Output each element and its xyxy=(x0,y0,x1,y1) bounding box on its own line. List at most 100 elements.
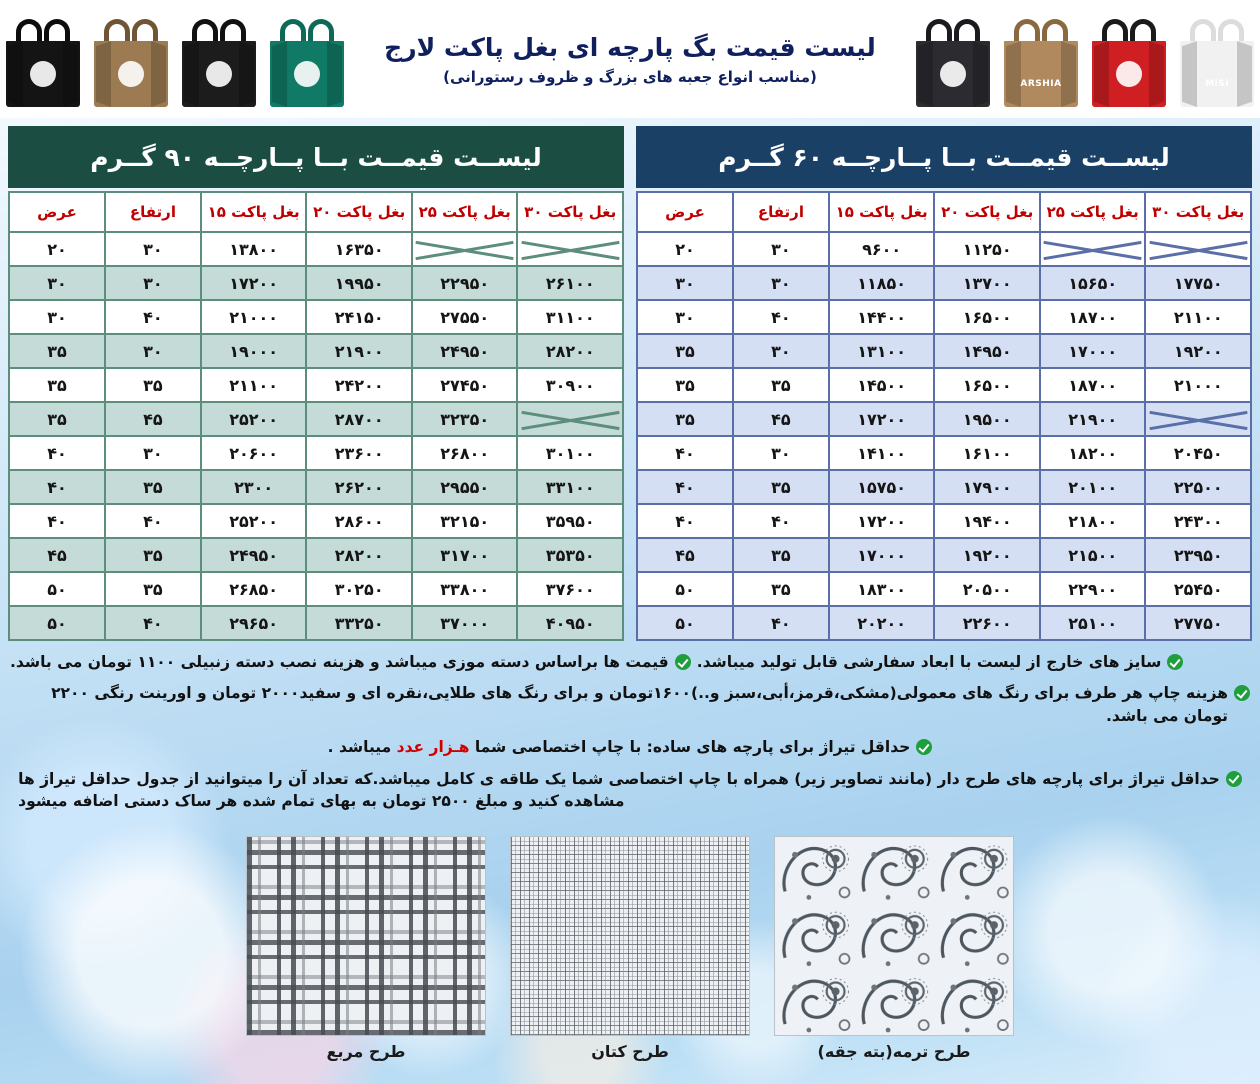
black-large-tote-bag xyxy=(914,19,992,107)
price-cell-p15: ۲۶۸۵۰ xyxy=(201,573,306,605)
column-header-1: بغل پاکت ۲۵ xyxy=(412,193,517,231)
price-cell-p20: ۲۲۶۰۰ xyxy=(935,607,1039,639)
price-cell-p25: ۱۸۷۰۰ xyxy=(1040,301,1145,333)
price-cell-p15: ۲۹۶۵۰ xyxy=(201,607,306,639)
table-row: ۳۱۱۰۰ ۲۷۵۵۰ ۲۴۱۵۰ ۲۱۰۰۰ ۴۰ ۳۰ xyxy=(10,301,622,333)
bag-side-panel xyxy=(8,41,23,107)
price-cell-p15: ۲۰۶۰۰ xyxy=(201,437,306,469)
swatch-caption: طرح مربع xyxy=(326,1041,406,1061)
white-misi-tote-bag: MiSi xyxy=(1178,19,1256,107)
dimension-cell-height: ۳۵ xyxy=(733,573,828,605)
dimension-cell-height: ۳۵ xyxy=(105,471,200,503)
price-cell-p30: ۲۶۱۰۰ xyxy=(518,267,622,299)
bag-side-panel xyxy=(973,41,988,107)
price-cell-p30: ۴۰۹۵۰ xyxy=(518,607,622,639)
note-2-text: هزینه چاپ هر طرف برای رنگ های معمولی(مشک… xyxy=(51,684,1228,725)
unavailable-cell xyxy=(518,403,622,435)
unavailable-cell xyxy=(1146,403,1250,435)
note-item-2: هزینه چاپ هر طرف برای رنگ های معمولی(مشک… xyxy=(10,682,1250,727)
price-cell-p15: ۱۳۱۰۰ xyxy=(829,335,934,367)
price-cell-p20: ۱۶۵۰۰ xyxy=(935,301,1039,333)
price-cell-p25: ۱۸۷۰۰ xyxy=(1040,369,1145,401)
bag-logo xyxy=(294,61,320,87)
price-cell-p25: ۲۵۱۰۰ xyxy=(1040,607,1145,639)
note-4-stack: حداقل تیراژ برای پارچه های طرح دار (مانن… xyxy=(18,768,1220,813)
price-cell-p30: ۳۵۳۵۰ xyxy=(518,539,622,571)
dimension-cell-height: ۳۰ xyxy=(733,233,828,265)
table-row: ۲۸۲۰۰ ۲۴۹۵۰ ۲۱۹۰۰ ۱۹۰۰۰ ۳۰ ۳۵ xyxy=(10,335,622,367)
fabric-swatches: طرح ترمه(بته جقه) طرح کتان طرح مربع xyxy=(0,824,1260,1067)
price-cell-p15: ۲۵۲۰۰ xyxy=(201,403,306,435)
unavailable-cell xyxy=(518,233,622,265)
note-1-left-text: قیمت ها براساس دسته موزی میباشد و هزینه … xyxy=(10,653,669,671)
bag-handle xyxy=(954,19,980,49)
table-row: ۳۵۳۵۰ ۳۱۷۰۰ ۲۸۲۰۰ ۲۴۹۵۰ ۳۵ ۴۵ xyxy=(10,539,622,571)
bag-side-panel xyxy=(1149,41,1164,107)
price-table-60g-heading: لیســت قیمــت بــا پــارچــه ۶۰ گــرم xyxy=(636,126,1252,188)
price-cell-p30: ۱۷۷۵۰ xyxy=(1146,267,1250,299)
price-cell-p20: ۲۱۹۰۰ xyxy=(307,335,411,367)
green-tote-bag xyxy=(268,19,346,107)
price-cell-p20: ۱۹۹۵۰ xyxy=(307,267,411,299)
dimension-cell-height: ۳۵ xyxy=(733,539,828,571)
bag-images-right: MiSi ARSHIA xyxy=(914,5,1256,113)
price-cell-p15: ۲۱۰۰۰ xyxy=(201,301,306,333)
dimension-cell-width: ۲۰ xyxy=(638,233,732,265)
black-printed-tote-bag xyxy=(180,19,258,107)
note-3-text: حداقل تیراژ برای پارچه های ساده: با چاپ … xyxy=(327,738,911,757)
table-row: ۳۵۹۵۰ ۳۲۱۵۰ ۲۸۶۰۰ ۲۵۲۰۰ ۴۰ ۴۰ xyxy=(10,505,622,537)
bag-body xyxy=(916,41,990,107)
plaid-pattern-image xyxy=(246,835,486,1036)
table-row: ۱۷۷۵۰ ۱۵۶۵۰ ۱۳۷۰۰ ۱۱۸۵۰ ۳۰ ۳۰ xyxy=(638,267,1250,299)
bag-side-panel xyxy=(272,41,287,107)
price-cell-p25: ۲۶۸۰۰ xyxy=(412,437,517,469)
price-cell-p15: ۱۵۷۵۰ xyxy=(829,471,934,503)
bag-logo xyxy=(940,61,966,87)
table-body: ۱۶۳۵۰ ۱۳۸۰۰ ۳۰ ۲۰ ۲۶۱۰۰ ۲۲۹۵۰ ۱۹۹۵۰ ۱۷۲۰۰ ۳۰ ۳۰ ۳۱… xyxy=(10,233,622,639)
linen-fabric-swatch: طرح کتان xyxy=(510,835,750,1061)
dimension-cell-width: ۴۰ xyxy=(638,505,732,537)
bag-handle xyxy=(192,19,218,49)
price-cell-p15: ۲۳۰۰ xyxy=(201,471,306,503)
column-header-3: بغل پاکت ۱۵ xyxy=(829,193,934,231)
linen-pattern-image xyxy=(510,835,750,1036)
page-title: لیست قیمت بگ پارچه ای بغل پاکت لارج xyxy=(384,33,876,63)
bag-handle xyxy=(1102,19,1128,49)
note-item-4: حداقل تیراژ برای پارچه های طرح دار (مانن… xyxy=(10,768,1250,813)
page-subtitle: (مناسب انواع جعبه های بزرگ و ظروف رستورا… xyxy=(443,67,817,86)
bag-logo xyxy=(30,61,56,87)
price-cell-p20: ۱۹۵۰۰ xyxy=(935,403,1039,435)
table-row: ۴۰۹۵۰ ۳۷۰۰۰ ۳۳۲۵۰ ۲۹۶۵۰ ۴۰ ۵۰ xyxy=(10,607,622,639)
price-cell-p20: ۱۶۳۵۰ xyxy=(307,233,411,265)
dimension-cell-height: ۳۰ xyxy=(105,267,200,299)
bag-handle xyxy=(132,19,158,49)
dimension-cell-width: ۴۰ xyxy=(638,471,732,503)
price-table-60g: بغل پاکت ۳۰ بغل پاکت ۲۵ بغل پاکت ۲۰ بغل پاک… xyxy=(636,191,1252,641)
price-cell-p15: ۱۴۵۰۰ xyxy=(829,369,934,401)
dimension-cell-width: ۵۰ xyxy=(638,607,732,639)
paisley-pattern-image xyxy=(774,835,1014,1036)
bag-side-panel xyxy=(1094,41,1109,107)
note-4-line-a: حداقل تیراژ برای پارچه های طرح دار (مانن… xyxy=(18,769,1220,788)
dimension-cell-height: ۳۰ xyxy=(105,437,200,469)
dimension-cell-width: ۴۵ xyxy=(638,539,732,571)
price-cell-p20: ۱۷۹۰۰ xyxy=(935,471,1039,503)
price-cell-p30: ۲۱۱۰۰ xyxy=(1146,301,1250,333)
table-row: ۳۳۱۰۰ ۲۹۵۵۰ ۲۶۲۰۰ ۲۳۰۰ ۳۵ ۴۰ xyxy=(10,471,622,503)
price-cell-p15: ۱۷۲۰۰ xyxy=(201,267,306,299)
table-row: ۱۱۲۵۰ ۹۶۰۰ ۳۰ ۲۰ xyxy=(638,233,1250,265)
price-cell-p25: ۱۵۶۵۰ xyxy=(1040,267,1145,299)
unavailable-cell xyxy=(1040,233,1145,265)
price-cell-p20: ۳۳۲۵۰ xyxy=(307,607,411,639)
table-row: ۲۰۴۵۰ ۱۸۲۰۰ ۱۶۱۰۰ ۱۴۱۰۰ ۳۰ ۴۰ xyxy=(638,437,1250,469)
price-cell-p20: ۲۸۷۰۰ xyxy=(307,403,411,435)
price-cell-p20: ۲۴۱۵۰ xyxy=(307,301,411,333)
bag-logo xyxy=(1116,61,1142,87)
pricing-tables-container: لیســت قیمــت بــا پــارچــه ۶۰ گــرم بغ… xyxy=(0,118,1260,641)
black-logo-tote-bag xyxy=(4,19,82,107)
price-table-90g-heading: لیســت قیمــت بــا پــارچــه ۹۰ گــرم xyxy=(8,126,624,188)
red-tote-bag xyxy=(1090,19,1168,107)
table-row: ۱۹۲۰۰ ۱۷۰۰۰ ۱۴۹۵۰ ۱۳۱۰۰ ۳۰ ۳۵ xyxy=(638,335,1250,367)
bag-handle xyxy=(308,19,334,49)
unavailable-cell xyxy=(412,233,517,265)
